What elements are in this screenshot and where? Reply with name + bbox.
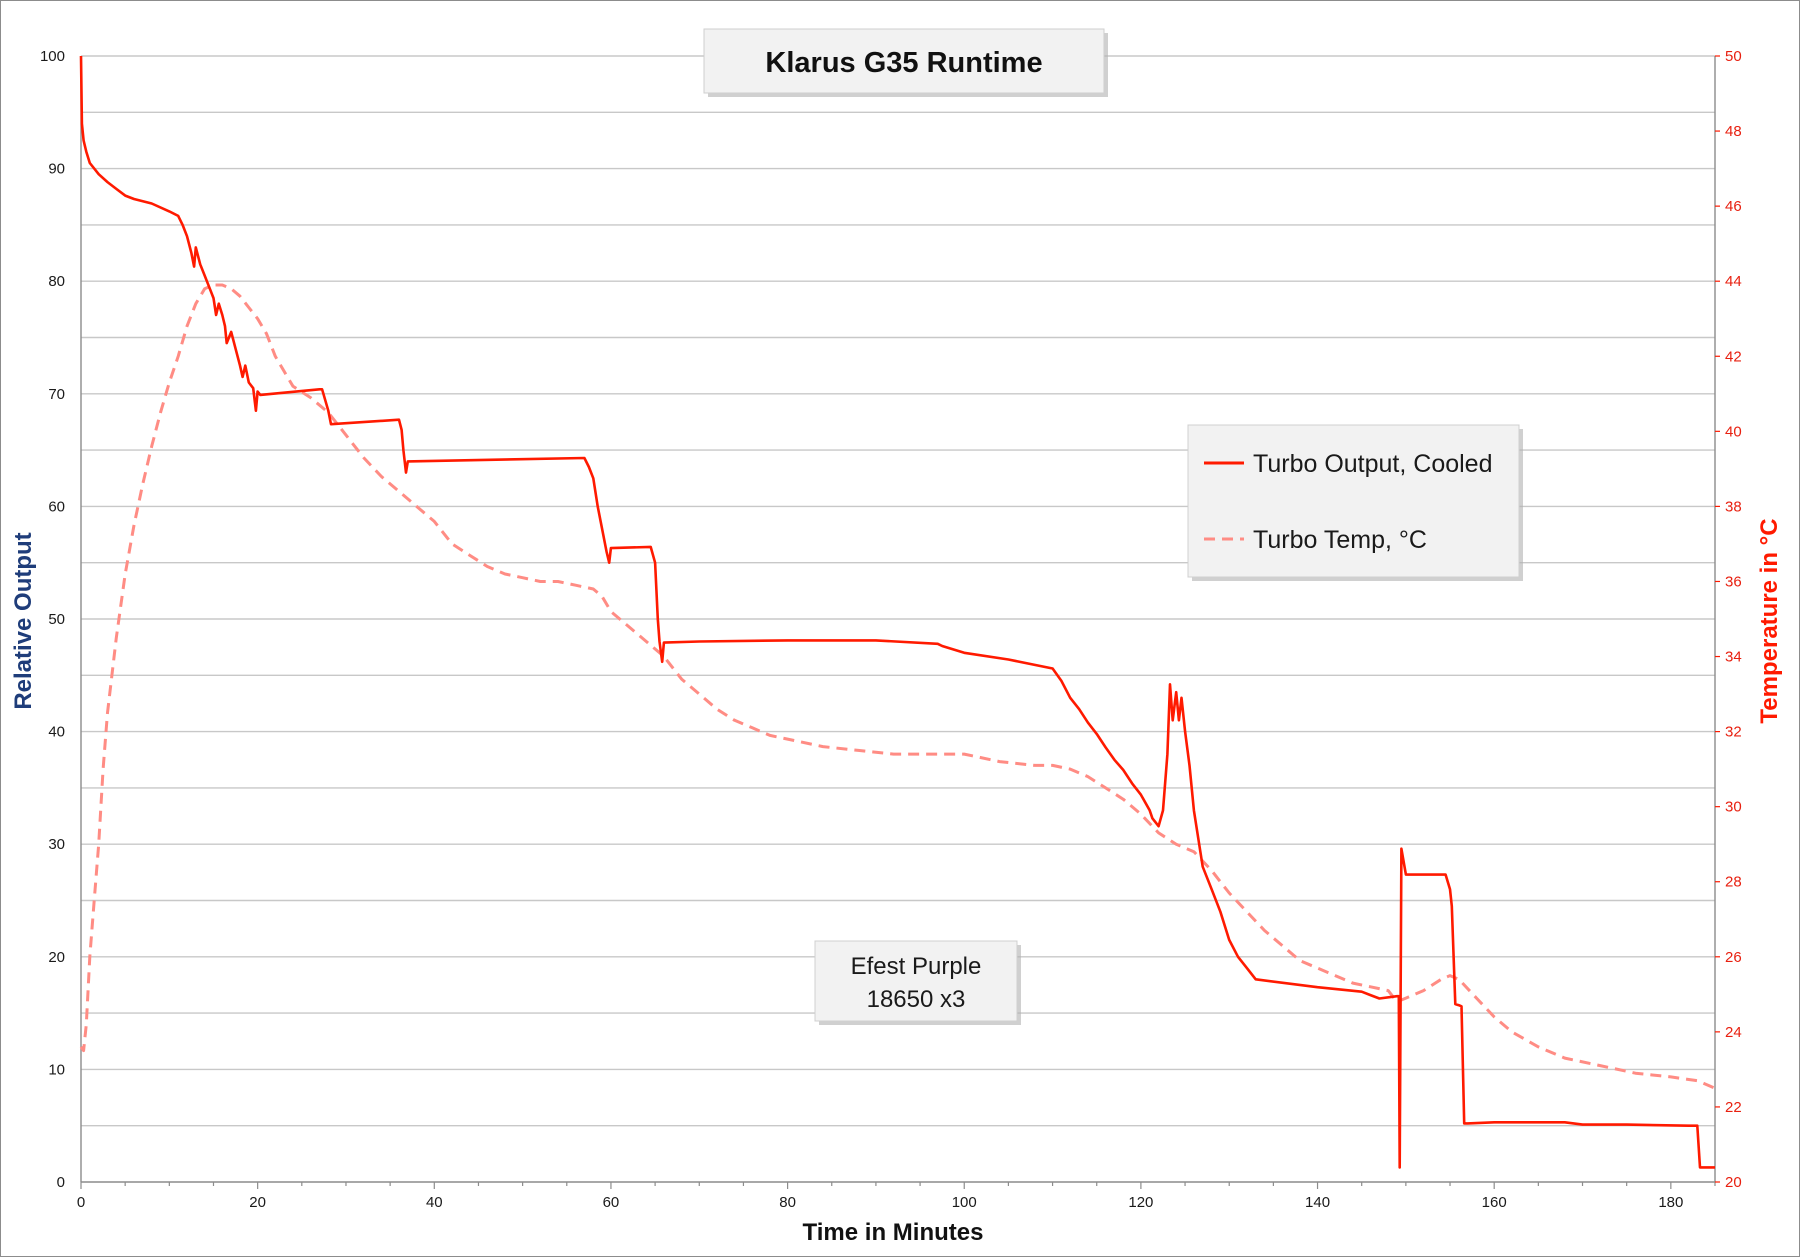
- x-tick-label: 0: [77, 1194, 85, 1211]
- y-tick-label: 50: [48, 611, 65, 628]
- y-tick-label: 90: [48, 161, 65, 178]
- x-tick-label: 100: [952, 1194, 977, 1211]
- x-tick-label: 60: [603, 1194, 620, 1211]
- y2-tick-label: 20: [1725, 1174, 1742, 1191]
- y2-tick-label: 26: [1725, 949, 1742, 966]
- chart-title: Klarus G35 Runtime: [765, 47, 1042, 79]
- x-tick-label: 40: [426, 1194, 443, 1211]
- y2-tick-label: 50: [1725, 48, 1742, 65]
- y2-tick-label: 22: [1725, 1099, 1742, 1116]
- y-axis-title: Relative Output: [10, 532, 37, 709]
- y-tick-label: 0: [57, 1174, 65, 1191]
- y-tick-label: 70: [48, 386, 65, 403]
- y2-tick-label: 30: [1725, 799, 1742, 816]
- x-tick-label: 80: [779, 1194, 796, 1211]
- x-tick-label: 20: [249, 1194, 266, 1211]
- y2-tick-label: 40: [1725, 423, 1742, 440]
- tick-labels: 0 10 20 30 40 50 60 70 80 90 100 20 22 24 26 28 30 32 34 36…: [40, 48, 1742, 1211]
- y2-axis-title: Temperature in °C: [1756, 518, 1783, 723]
- x-tick-label: 180: [1658, 1194, 1683, 1211]
- y2-tick-label: 48: [1725, 123, 1742, 140]
- y-tick-label: 20: [48, 949, 65, 966]
- y2-tick-label: 36: [1725, 573, 1742, 590]
- y-tick-label: 60: [48, 498, 65, 515]
- y-tick-label: 100: [40, 48, 65, 65]
- y2-tick-label: 34: [1725, 649, 1742, 666]
- series-line-turbo-output: [79, 55, 1715, 1169]
- legend-label-temp: Turbo Temp, °C: [1253, 526, 1427, 554]
- y2-tick-label: 24: [1725, 1024, 1742, 1041]
- annotation-line-1: Efest Purple: [851, 953, 982, 980]
- annotation-line-2: 18650 x3: [867, 986, 966, 1013]
- series-lines: [79, 55, 1716, 1169]
- y-tick-label: 80: [48, 273, 65, 290]
- x-tick-label: 120: [1128, 1194, 1153, 1211]
- x-tick-label: 140: [1305, 1194, 1330, 1211]
- legend-label-output: Turbo Output, Cooled: [1253, 450, 1493, 478]
- y2-tick-label: 38: [1725, 498, 1742, 515]
- y2-tick-label: 46: [1725, 198, 1742, 215]
- x-tick-label: 160: [1482, 1194, 1507, 1211]
- axes: [80, 55, 1720, 1189]
- legend-bg: [1187, 424, 1520, 578]
- y2-tick-label: 28: [1725, 874, 1742, 891]
- title-box: Klarus G35 Runtime: [703, 28, 1108, 97]
- y2-tick-label: 42: [1725, 348, 1742, 365]
- y-tick-label: 40: [48, 724, 65, 741]
- y-tick-label: 10: [48, 1061, 65, 1078]
- legend: Turbo Output, Cooled Turbo Temp, °C: [1187, 424, 1523, 581]
- series-line-turbo-temp: [79, 283, 1716, 1090]
- annotation-bg: [814, 940, 1018, 1022]
- title-box-bg: [703, 28, 1105, 94]
- x-axis-title: Time in Minutes: [803, 1219, 984, 1246]
- y2-tick-label: 32: [1725, 724, 1742, 741]
- annotation-box: Efest Purple 18650 x3: [814, 940, 1021, 1025]
- y-tick-label: 30: [48, 836, 65, 853]
- y2-tick-label: 44: [1725, 273, 1742, 290]
